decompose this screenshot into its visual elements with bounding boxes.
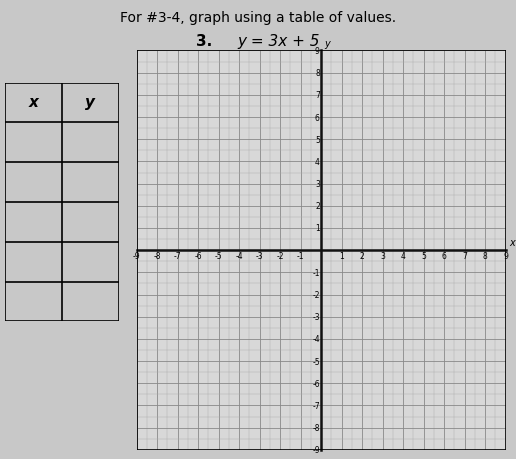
Text: x: x: [509, 239, 514, 248]
Text: y: y: [85, 95, 95, 110]
Text: y: y: [325, 39, 330, 49]
Text: For #3-4, graph using a table of values.: For #3-4, graph using a table of values.: [120, 11, 396, 26]
Text: y = 3x + 5: y = 3x + 5: [237, 34, 320, 50]
Text: x: x: [28, 95, 39, 110]
Text: 3.: 3.: [196, 34, 212, 50]
